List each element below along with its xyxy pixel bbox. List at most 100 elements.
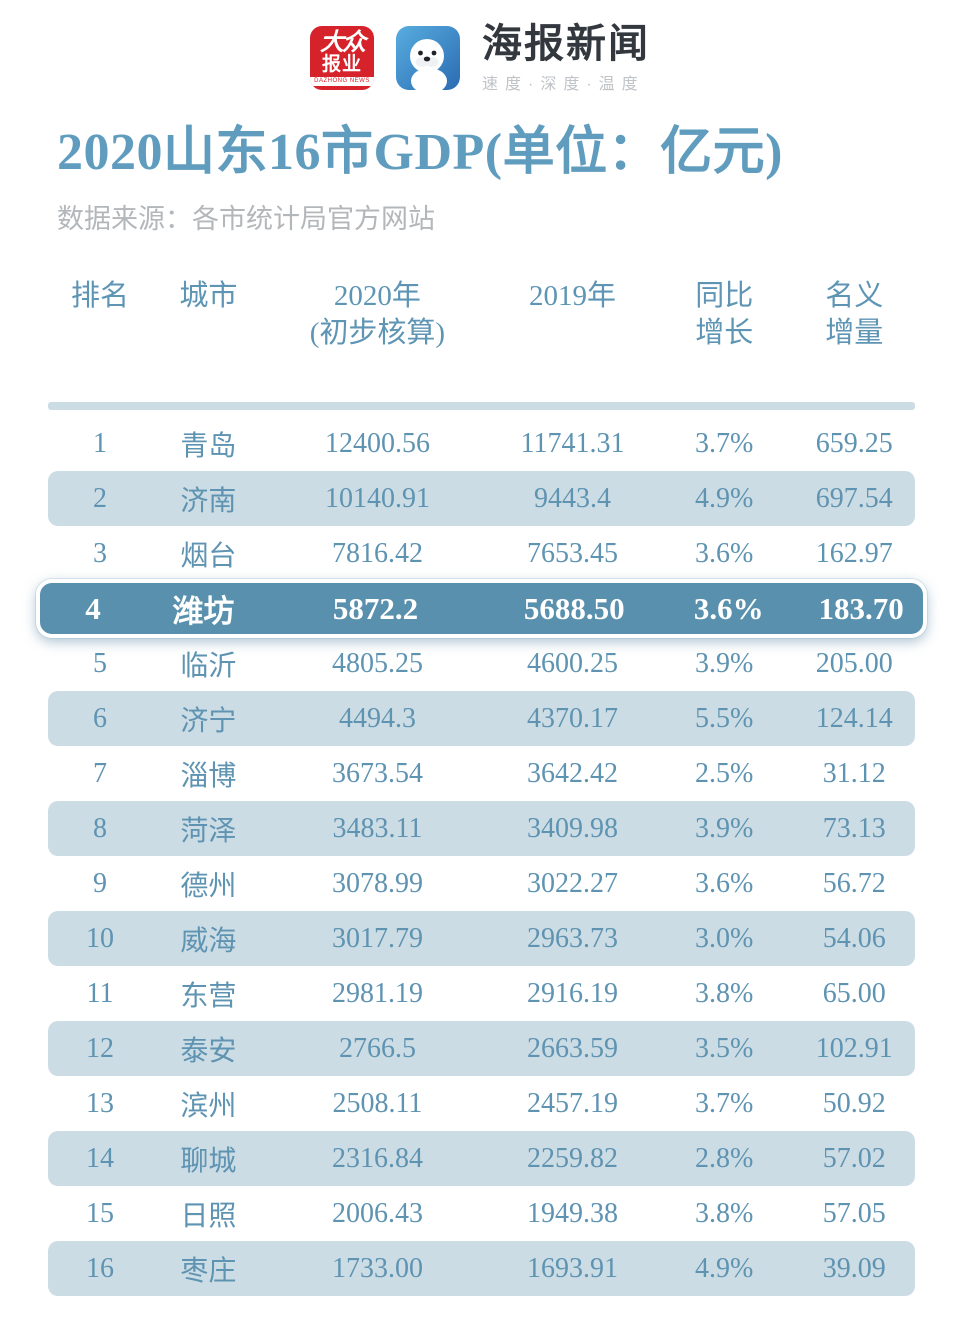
gdp2019-cell: 2663.59 — [527, 1032, 618, 1064]
gdp2020-cell: 3483.11 — [332, 812, 423, 844]
increment-cell: 183.70 — [818, 590, 904, 626]
table-body: 1 青岛 12400.56 11741.31 3.7% 659.25 2 济南 … — [36, 416, 927, 1296]
gdp2020-cell: 5872.2 — [332, 590, 419, 626]
increment-cell: 57.05 — [822, 1197, 886, 1229]
gdp2019-cell: 1693.91 — [527, 1252, 618, 1284]
gdp-table: 排名 城市 2020年 (初步核算) 2019年 同比 增长 名义 增量 1 青… — [36, 278, 927, 1296]
gdp2019-cell: 3409.98 — [527, 812, 618, 844]
rank-cell: 3 — [93, 537, 108, 569]
gdp2020-cell: 2316.84 — [331, 1142, 423, 1174]
table-row: 7 淄博 3673.54 3642.42 2.5% 31.12 — [48, 746, 915, 801]
rank-cell: 7 — [93, 757, 108, 789]
gdp2020-cell: 7816.42 — [331, 537, 423, 569]
gdp2020-cell: 12400.56 — [324, 427, 430, 459]
table-row: 8 菏泽 3483.11 3409.98 3.9% 73.13 — [48, 801, 915, 856]
gdp2020-cell: 3673.54 — [331, 757, 423, 789]
growth-cell: 3.7% — [695, 427, 754, 459]
city-cell: 青岛 — [180, 430, 237, 462]
gdp2019-cell: 2259.82 — [527, 1142, 618, 1174]
rank-cell: 8 — [93, 812, 108, 844]
rank-cell: 12 — [86, 1032, 115, 1064]
gdp2020-cell: 1733.00 — [331, 1252, 423, 1284]
page-title: 2020山东16市GDP(单位：亿元) — [57, 124, 783, 181]
growth-cell: 3.6% — [693, 590, 764, 626]
column-header-line: 2020年 — [333, 280, 421, 312]
city-cell: 日照 — [180, 1200, 237, 1232]
increment-cell: 50.92 — [822, 1087, 886, 1119]
increment-cell: 57.02 — [822, 1142, 886, 1174]
column-header-line: 同比 — [695, 280, 754, 312]
city-cell: 菏泽 — [180, 815, 237, 847]
table-row: 12 泰安 2766.5 2663.59 3.5% 102.91 — [48, 1021, 915, 1076]
gdp2020-cell: 2508.11 — [332, 1087, 423, 1119]
city-cell: 聊城 — [180, 1145, 237, 1177]
growth-cell: 3.5% — [695, 1032, 754, 1064]
gdp2019-cell: 2457.19 — [527, 1087, 618, 1119]
increment-cell: 102.91 — [815, 1032, 893, 1064]
rank-cell: 1 — [93, 427, 108, 459]
column-header-growth: 同比 增长 — [655, 278, 794, 352]
gdp2019-cell: 1949.38 — [527, 1197, 618, 1229]
increment-cell: 162.97 — [815, 537, 893, 569]
growth-cell: 5.5% — [695, 702, 754, 734]
table-row: 1 青岛 12400.56 11741.31 3.7% 659.25 — [48, 416, 915, 471]
rank-cell: 11 — [86, 977, 114, 1009]
growth-cell: 3.7% — [695, 1087, 754, 1119]
table-row: 15 日照 2006.43 1949.38 3.8% 57.05 — [48, 1186, 915, 1241]
city-cell: 潍坊 — [172, 594, 235, 629]
header-logos: 大众 报业 DAZHONG NEWS 海报新闻 速度·深度·温度 — [0, 0, 960, 94]
growth-cell: 3.9% — [695, 647, 754, 679]
increment-cell: 39.09 — [822, 1252, 886, 1284]
city-cell: 烟台 — [180, 540, 237, 572]
column-header-line: 2019年 — [528, 280, 616, 312]
increment-cell: 697.54 — [815, 482, 893, 514]
increment-cell: 205.00 — [815, 647, 893, 679]
growth-cell: 2.8% — [695, 1142, 754, 1174]
rank-cell: 5 — [93, 647, 108, 679]
gdp2020-cell: 2006.43 — [331, 1197, 423, 1229]
gdp2020-cell: 4805.25 — [331, 647, 423, 679]
increment-cell: 56.72 — [822, 867, 886, 899]
city-cell: 临沂 — [180, 650, 237, 682]
haibao-news-brand: 海报新闻 速度·深度·温度 — [482, 22, 650, 94]
city-cell: 威海 — [180, 925, 237, 957]
column-header-gdp2020: 2020年 (初步核算) — [265, 278, 490, 352]
rank-cell: 15 — [86, 1197, 115, 1229]
increment-cell: 31.12 — [822, 757, 886, 789]
table-row: 9 德州 3078.99 3022.27 3.6% 56.72 — [48, 856, 915, 911]
seal-mascot-icon — [396, 26, 460, 94]
table-row: 3 烟台 7816.42 7653.45 3.6% 162.97 — [48, 526, 915, 581]
gdp2020-cell: 4494.3 — [338, 702, 416, 734]
gdp2019-cell: 11741.31 — [520, 427, 625, 459]
gdp2019-cell: 7653.45 — [527, 537, 618, 569]
city-cell: 德州 — [180, 870, 237, 902]
city-cell: 东营 — [180, 980, 237, 1012]
city-cell: 滨州 — [180, 1090, 237, 1122]
gdp2020-cell: 2766.5 — [338, 1032, 416, 1064]
rank-cell: 2 — [93, 482, 108, 514]
city-cell: 济宁 — [180, 705, 237, 737]
growth-cell: 4.9% — [695, 1252, 754, 1284]
city-cell: 淄博 — [180, 760, 237, 792]
city-cell: 济南 — [180, 485, 237, 517]
gdp2019-cell: 4600.25 — [527, 647, 618, 679]
gdp2019-cell: 5688.50 — [523, 590, 625, 626]
table-row: 10 威海 3017.79 2963.73 3.0% 54.06 — [48, 911, 915, 966]
gdp2020-cell: 3078.99 — [331, 867, 423, 899]
column-header-line: 增量 — [825, 317, 884, 349]
city-cell: 枣庄 — [180, 1255, 237, 1287]
rank-cell: 9 — [93, 867, 108, 899]
increment-cell: 73.13 — [822, 812, 886, 844]
growth-cell: 3.9% — [695, 812, 754, 844]
table-row: 4 潍坊 5872.2 5688.50 3.6% 183.70 — [36, 579, 927, 638]
gdp2019-cell: 2963.73 — [527, 922, 618, 954]
growth-cell: 3.8% — [695, 1197, 754, 1229]
table-row: 6 济宁 4494.3 4370.17 5.5% 124.14 — [48, 691, 915, 746]
haibao-seal-app-icon — [396, 26, 460, 94]
column-header-line: (初步核算) — [309, 317, 446, 349]
dazhong-logo-characters: 大众 报业 — [320, 26, 366, 74]
table-row: 16 枣庄 1733.00 1693.91 4.9% 39.09 — [48, 1241, 915, 1296]
dazhong-logo-line1: 大众 — [320, 30, 366, 56]
growth-cell: 2.5% — [695, 757, 754, 789]
gdp2019-cell: 9443.4 — [534, 482, 611, 514]
